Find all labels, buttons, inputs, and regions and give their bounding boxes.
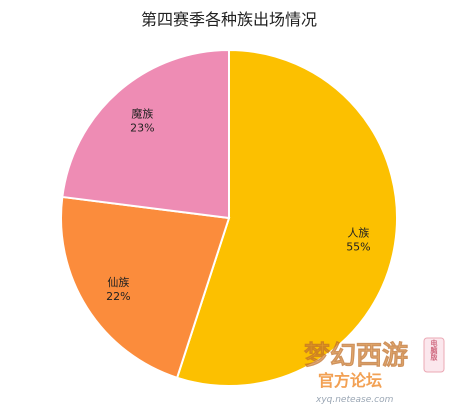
watermark-badge-bg xyxy=(423,337,445,373)
slice-label-2: 魔族 xyxy=(131,107,153,121)
pie-slice-2 xyxy=(61,48,230,220)
slice-label-0: 人族 xyxy=(347,225,369,239)
watermark-badge-text: 电脑版 xyxy=(430,339,438,362)
watermark-url: xyq.netease.com xyxy=(315,395,394,405)
slice-value-label-2: 23% xyxy=(130,122,154,135)
pie-slice-1 xyxy=(60,195,231,380)
watermark-logo-text: 梦幻西游 xyxy=(304,341,408,371)
slice-value-label-0: 55% xyxy=(346,240,370,253)
watermark-subtitle: 官方论坛 xyxy=(318,371,382,390)
pie-slices xyxy=(60,48,398,387)
chart-title: 第四赛季各种族出场情况 xyxy=(141,10,317,29)
pie-slice-0 xyxy=(175,48,398,387)
slice-value-label-1: 22% xyxy=(106,290,130,303)
slice-label-1: 仙族 xyxy=(107,275,129,289)
site-watermark-logo: 梦幻西游 电脑版 官方论坛 xyq.netease.com xyxy=(304,337,445,405)
